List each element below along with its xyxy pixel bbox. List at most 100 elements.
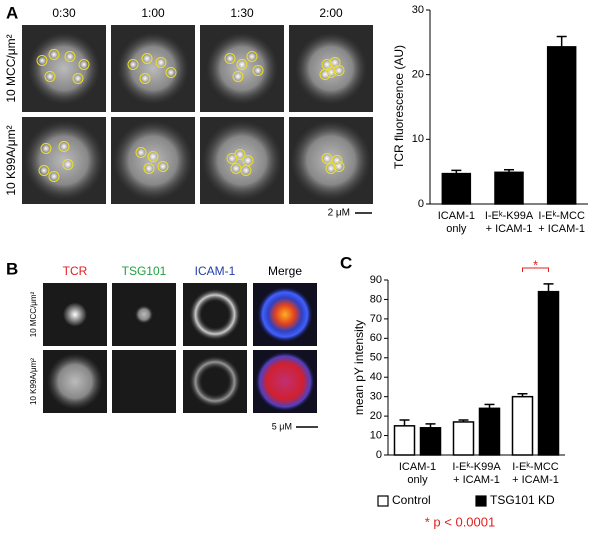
tracked-cluster xyxy=(78,59,90,70)
tracked-cluster xyxy=(155,57,167,68)
y-tick-label: 30 xyxy=(412,4,424,16)
y-tick-label: 30 xyxy=(370,391,382,403)
tracked-cluster xyxy=(72,73,84,84)
cell xyxy=(47,353,103,410)
tracked-cluster xyxy=(40,143,52,154)
spot xyxy=(323,60,331,69)
bar xyxy=(494,171,524,205)
time-label: 0:30 xyxy=(52,6,76,20)
spot xyxy=(38,56,46,65)
bar xyxy=(393,425,416,456)
tracked-cluster xyxy=(319,69,331,80)
cell xyxy=(28,32,100,105)
spot xyxy=(248,52,256,61)
spot xyxy=(254,66,262,75)
spot xyxy=(64,160,72,169)
tracked-cluster xyxy=(64,51,76,62)
spot xyxy=(137,148,145,157)
x-tick-label: + ICAM-1 xyxy=(486,223,533,235)
bar xyxy=(419,427,442,456)
spot xyxy=(42,144,50,153)
tracked-cluster xyxy=(234,149,246,160)
tracked-cluster xyxy=(48,49,60,60)
x-tick-label: + ICAM-1 xyxy=(538,223,585,235)
spot xyxy=(159,162,167,171)
spot xyxy=(327,164,335,173)
spot xyxy=(129,60,137,69)
cell xyxy=(255,351,315,412)
spot xyxy=(228,154,236,163)
x-tick-label: + ICAM-1 xyxy=(453,474,500,486)
tracked-cluster xyxy=(48,171,60,182)
spot xyxy=(46,72,54,81)
cell xyxy=(63,302,87,327)
scale-label: 5 μM xyxy=(272,421,292,431)
spot xyxy=(242,166,250,175)
tracked-cluster xyxy=(141,53,153,64)
y-tick-label: 60 xyxy=(370,332,382,344)
spot xyxy=(232,164,240,173)
y-tick-label: 10 xyxy=(412,133,424,145)
tracked-cluster xyxy=(135,147,147,158)
time-label: 1:00 xyxy=(141,6,165,20)
bar xyxy=(546,46,577,205)
scale-label: 2 μM xyxy=(328,208,350,219)
tracked-cluster xyxy=(127,59,139,70)
legend-label: Control xyxy=(392,493,431,507)
y-axis-label: TCR fluorescence (AU) xyxy=(392,45,406,169)
footnote: * p < 0.0001 xyxy=(425,514,495,529)
spot xyxy=(60,142,68,151)
y-tick-label: 10 xyxy=(370,429,382,441)
channel-label: TCR xyxy=(63,264,88,278)
x-tick-label: + ICAM-1 xyxy=(512,474,559,486)
significance-bracket xyxy=(522,267,549,272)
tracked-cluster xyxy=(157,161,169,172)
cell xyxy=(202,120,282,201)
bar xyxy=(511,395,534,456)
spot xyxy=(226,54,234,63)
row-label: 10 K99A/μm² xyxy=(29,358,38,405)
tracked-cluster xyxy=(139,73,151,84)
channel-label: ICAM-1 xyxy=(195,264,236,278)
y-axis-label: mean pY intensity xyxy=(352,320,366,415)
tracked-cluster xyxy=(333,65,345,76)
panel-letter: A xyxy=(6,3,18,22)
channel-label: TSG101 xyxy=(122,264,167,278)
y-tick-label: 40 xyxy=(370,371,382,383)
spot xyxy=(244,156,252,165)
tracked-cluster xyxy=(240,165,252,176)
tracked-cluster xyxy=(58,141,70,152)
cell xyxy=(189,288,241,341)
spot xyxy=(145,164,153,173)
legend-label: TSG101 KD xyxy=(490,493,555,507)
cell xyxy=(189,355,241,408)
x-tick-label: I-Eᵏ-K99A xyxy=(452,461,501,473)
tracked-cluster xyxy=(147,151,159,162)
y-tick-label: 70 xyxy=(370,313,382,325)
x-tick-label: ICAM-1 xyxy=(399,461,436,473)
tracked-cluster xyxy=(44,71,56,82)
spot xyxy=(80,60,88,69)
spot xyxy=(40,166,48,175)
spot xyxy=(74,74,82,83)
bar xyxy=(441,172,472,205)
tracked-cluster xyxy=(143,163,155,174)
spot xyxy=(167,68,175,77)
tracked-cluster xyxy=(333,161,345,172)
spot xyxy=(321,70,329,79)
y-tick-label: 0 xyxy=(418,198,424,210)
tracked-cluster xyxy=(62,159,74,170)
time-label: 2:00 xyxy=(319,6,343,20)
spot xyxy=(236,150,244,159)
spot xyxy=(141,74,149,83)
time-label: 1:30 xyxy=(230,6,254,20)
row-label: 10 MCC/μm² xyxy=(4,34,18,102)
y-tick-label: 0 xyxy=(376,449,382,461)
bar xyxy=(537,290,560,456)
cell xyxy=(24,120,104,201)
spot xyxy=(50,50,58,59)
row-label: 10 MCC/μm² xyxy=(29,291,38,337)
micrograph xyxy=(112,350,176,413)
spot xyxy=(335,162,343,171)
